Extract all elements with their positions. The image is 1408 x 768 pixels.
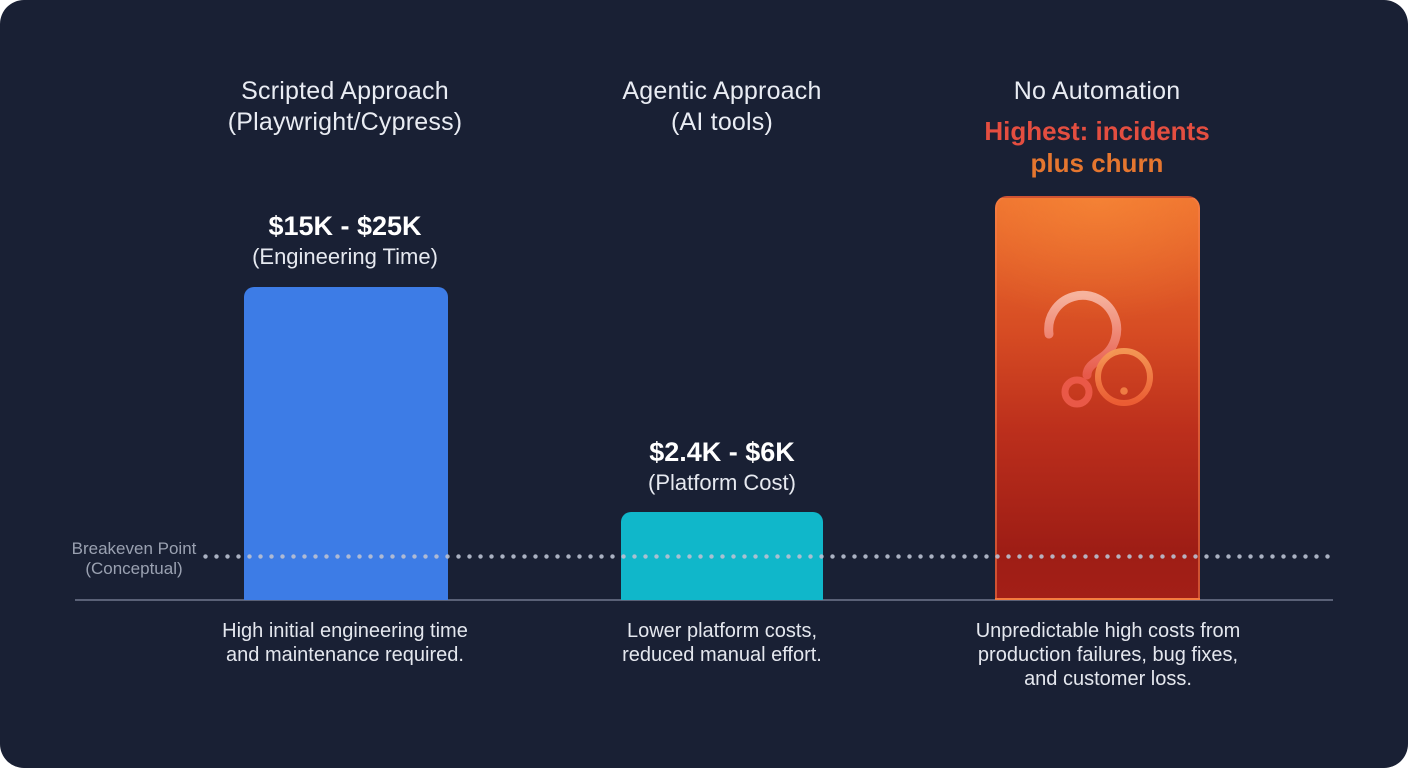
value-label-scripted: $15K - $25K (Engineering Time) <box>105 210 585 272</box>
column-title-no-automation: No Automation <box>857 76 1337 107</box>
value-range: $15K - $25K <box>268 211 422 241</box>
baseline-axis <box>75 599 1333 601</box>
column-title-line: (AI tools) <box>670 108 774 136</box>
caption-line: and maintenance required. <box>226 644 464 666</box>
caption-line: reduced manual effort. <box>622 644 822 666</box>
bar-scripted-approach <box>244 287 448 600</box>
column-title-line: Agentic Approach <box>622 77 822 105</box>
value-range: $2.4K - $6K <box>649 437 795 467</box>
column-title-line: Scripted Approach <box>241 77 449 105</box>
caption-line: Unpredictable high costs from <box>975 620 1241 642</box>
breakeven-label-line: Breakeven Point <box>71 539 197 558</box>
caption-line: High initial engineering time <box>222 620 468 642</box>
breakeven-label: Breakeven Point (Conceptual) <box>34 539 234 579</box>
caption-no-automation: Unpredictable high costs from production… <box>898 619 1318 691</box>
column-title-line: (Playwright/Cypress) <box>227 108 463 136</box>
value-note: (Engineering Time) <box>252 244 438 269</box>
question-mark-icon <box>1044 290 1122 408</box>
value-label-agentic: $2.4K - $6K (Platform Cost) <box>482 436 962 498</box>
alert-icon <box>1095 348 1153 406</box>
value-note: (Platform Cost) <box>648 470 796 495</box>
caption-agentic: Lower platform costs, reduced manual eff… <box>512 619 932 667</box>
breakeven-label-line: (Conceptual) <box>85 559 183 578</box>
bar-no-automation <box>995 196 1200 600</box>
column-title-agentic: Agentic Approach (AI tools) <box>482 76 962 138</box>
column-title-line: No Automation <box>1013 77 1181 105</box>
highlight-line: plus churn <box>1030 148 1164 178</box>
highlight-line: Highest: incidents <box>984 116 1210 146</box>
caption-line: and customer loss. <box>1024 668 1192 690</box>
caption-line: production failures, bug fixes, <box>977 644 1239 666</box>
no-automation-highlight: Highest: incidents plus churn <box>857 115 1337 179</box>
caption-scripted: High initial engineering time and mainte… <box>135 619 555 667</box>
risk-icon-group <box>1044 290 1153 408</box>
caption-line: Lower platform costs, <box>626 620 818 642</box>
column-title-scripted: Scripted Approach (Playwright/Cypress) <box>105 76 585 138</box>
breakeven-dotted-line <box>203 554 1335 559</box>
